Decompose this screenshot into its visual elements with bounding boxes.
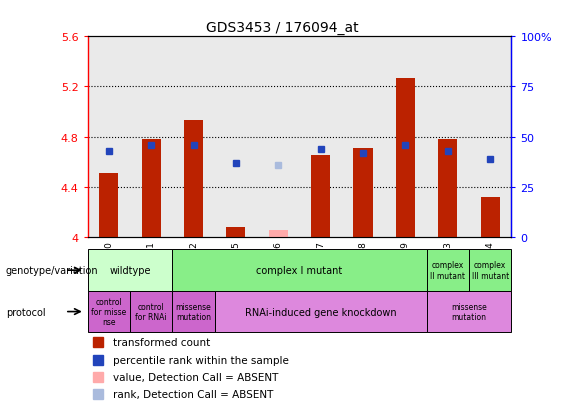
Bar [342, 37, 384, 237]
Text: percentile rank within the sample: percentile rank within the sample [113, 355, 289, 365]
Bar [184, 121, 203, 237]
Text: protocol: protocol [6, 307, 45, 317]
Text: control
for RNAi: control for RNAi [136, 302, 167, 321]
Text: complex
III mutant: complex III mutant [472, 261, 508, 280]
Bar [427, 250, 469, 291]
Text: value, Detection Call = ABSENT: value, Detection Call = ABSENT [113, 372, 279, 382]
Bar [130, 291, 172, 332]
Text: missense
mutation: missense mutation [451, 302, 487, 321]
Text: missense
mutation: missense mutation [176, 302, 211, 321]
Bar [172, 37, 215, 237]
Bar [88, 291, 130, 332]
Bar [438, 140, 457, 237]
Text: transformed count: transformed count [113, 337, 210, 347]
Bar [354, 149, 372, 237]
Text: control
for misse
nse: control for misse nse [91, 297, 127, 327]
Bar [269, 230, 288, 237]
Text: RNAi-induced gene knockdown: RNAi-induced gene knockdown [245, 307, 397, 317]
Text: complex I mutant: complex I mutant [257, 266, 342, 275]
Bar [215, 37, 257, 237]
Bar [130, 37, 172, 237]
Bar [99, 173, 118, 237]
Bar [172, 291, 215, 332]
Text: wildtype: wildtype [109, 266, 151, 275]
Bar [88, 250, 172, 291]
Text: rank, Detection Call = ABSENT: rank, Detection Call = ABSENT [113, 389, 273, 399]
Text: genotype/variation: genotype/variation [6, 266, 98, 275]
Text: complex
II mutant: complex II mutant [431, 261, 465, 280]
Bar [88, 37, 130, 237]
Bar [311, 156, 330, 237]
Bar [396, 78, 415, 237]
Bar [384, 37, 427, 237]
Bar [172, 250, 427, 291]
Bar [469, 250, 511, 291]
Bar [257, 37, 299, 237]
Bar [227, 228, 245, 237]
Text: GDS3453 / 176094_at: GDS3453 / 176094_at [206, 21, 359, 35]
Bar [427, 291, 511, 332]
Bar [299, 37, 342, 237]
Bar [427, 37, 469, 237]
Bar [142, 140, 160, 237]
Bar [469, 37, 511, 237]
Bar [215, 291, 427, 332]
Bar [481, 197, 499, 237]
